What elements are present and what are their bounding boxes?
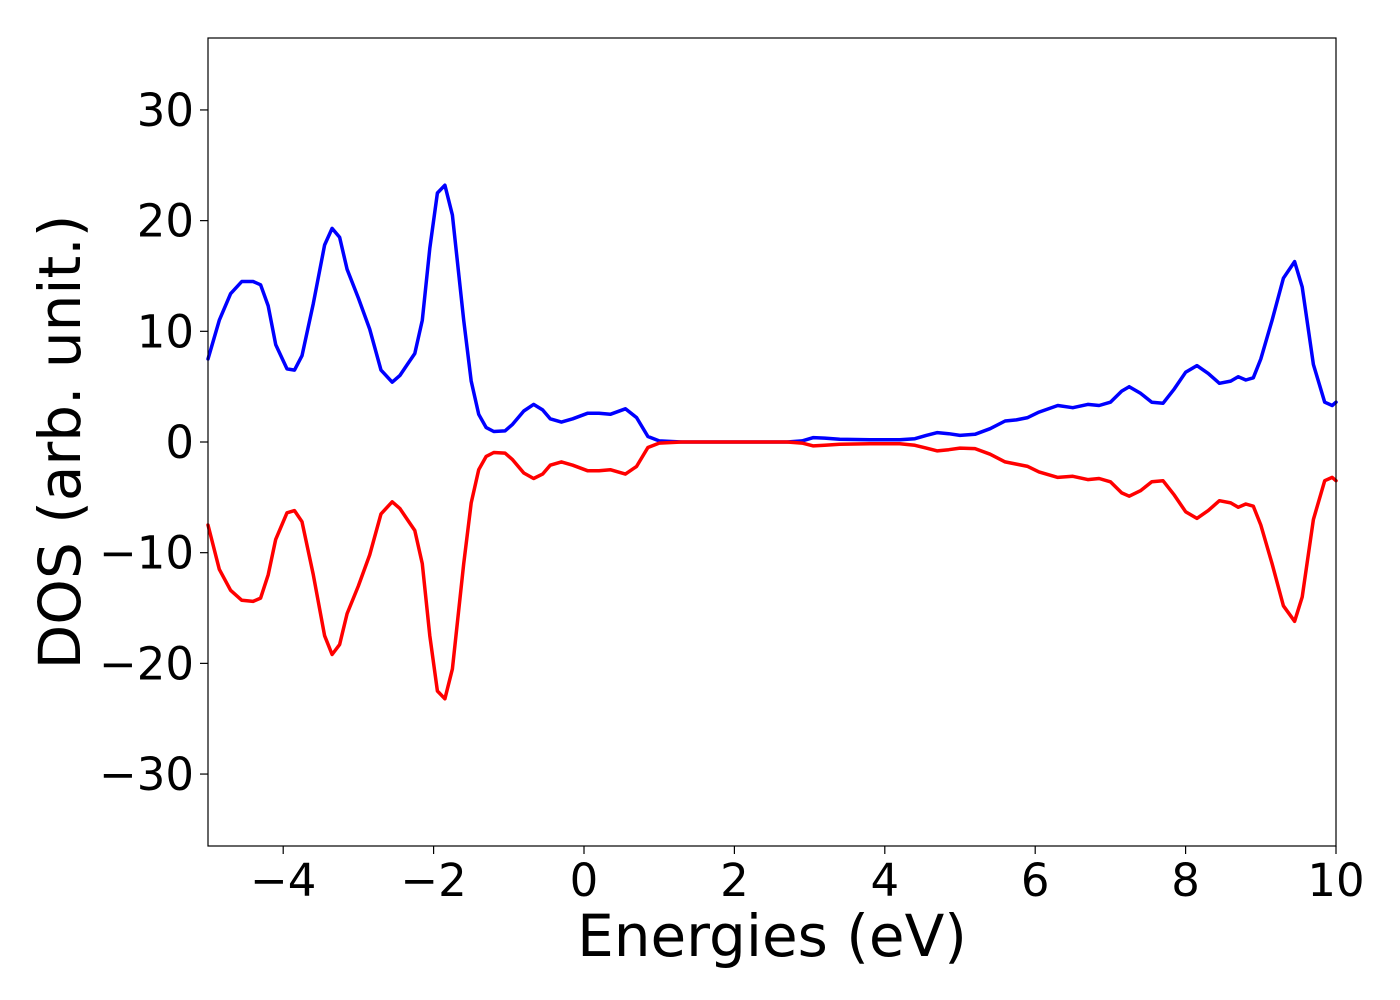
- x-axis-ticks: −4 −2 0 2 4 6 8 10: [250, 846, 1365, 907]
- series-line-2: [206, 440, 1338, 701]
- series-layer: [206, 183, 1338, 701]
- y-tick-label: −10: [99, 527, 194, 580]
- y-tick-label: 20: [137, 195, 194, 248]
- y-axis-label: DOS (arb. unit.): [26, 215, 94, 670]
- x-tick-label: −2: [400, 854, 466, 907]
- x-tick-label: 2: [720, 854, 749, 907]
- y-tick-label: 0: [165, 416, 194, 469]
- x-axis-label: Energies (eV): [577, 902, 967, 970]
- x-tick-label: 0: [570, 854, 599, 907]
- x-tick-label: 4: [870, 854, 899, 907]
- x-tick-label: −4: [250, 854, 316, 907]
- y-tick-label: −20: [99, 637, 194, 690]
- x-tick-label: 6: [1021, 854, 1050, 907]
- y-tick-label: −30: [99, 748, 194, 801]
- y-tick-label: 10: [137, 305, 194, 358]
- y-tick-label: 30: [137, 84, 194, 137]
- y-axis-ticks: −30 −20 −10 0 10 20 30: [99, 84, 208, 801]
- x-tick-label: 10: [1307, 854, 1364, 907]
- x-tick-label: 8: [1171, 854, 1200, 907]
